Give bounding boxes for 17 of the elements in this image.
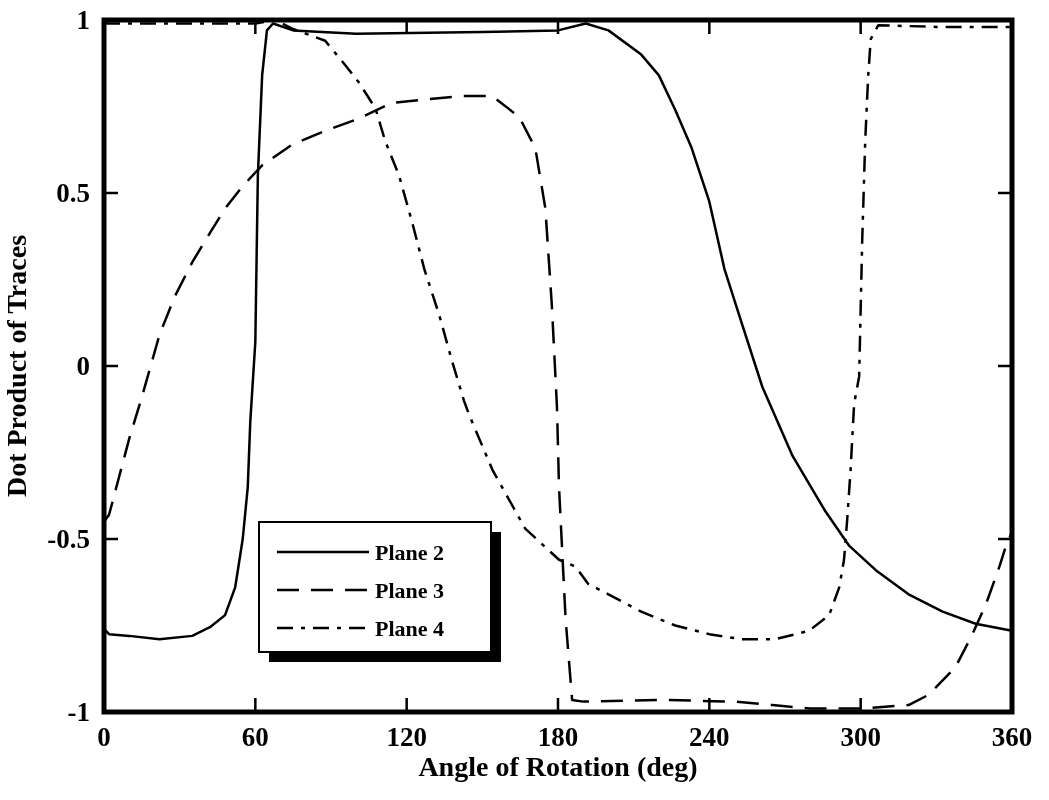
x-tick-label: 300 <box>840 722 881 752</box>
y-tick-label: 0 <box>76 351 90 382</box>
y-tick-label: 0.5 <box>56 178 90 209</box>
legend-label: Plane 3 <box>375 577 445 603</box>
x-axis-title: Angle of Rotation (deg) <box>418 751 698 782</box>
x-tick-label: 120 <box>386 722 427 752</box>
y-tick-label: 1 <box>76 5 90 36</box>
y-axis-title: Dot Product of Traces <box>1 234 32 498</box>
legend-label: Plane 4 <box>375 615 445 641</box>
x-tick-label: 240 <box>689 722 730 752</box>
legend-label: Plane 2 <box>375 539 445 565</box>
y-tick-label: -0.5 <box>47 524 90 555</box>
x-tick-label: 360 <box>991 722 1033 752</box>
x-tick-label: 180 <box>537 722 579 752</box>
x-tick-label: 60 <box>241 722 269 752</box>
y-tick-label: -1 <box>67 697 90 728</box>
x-tick-label: 0 <box>97 722 111 752</box>
